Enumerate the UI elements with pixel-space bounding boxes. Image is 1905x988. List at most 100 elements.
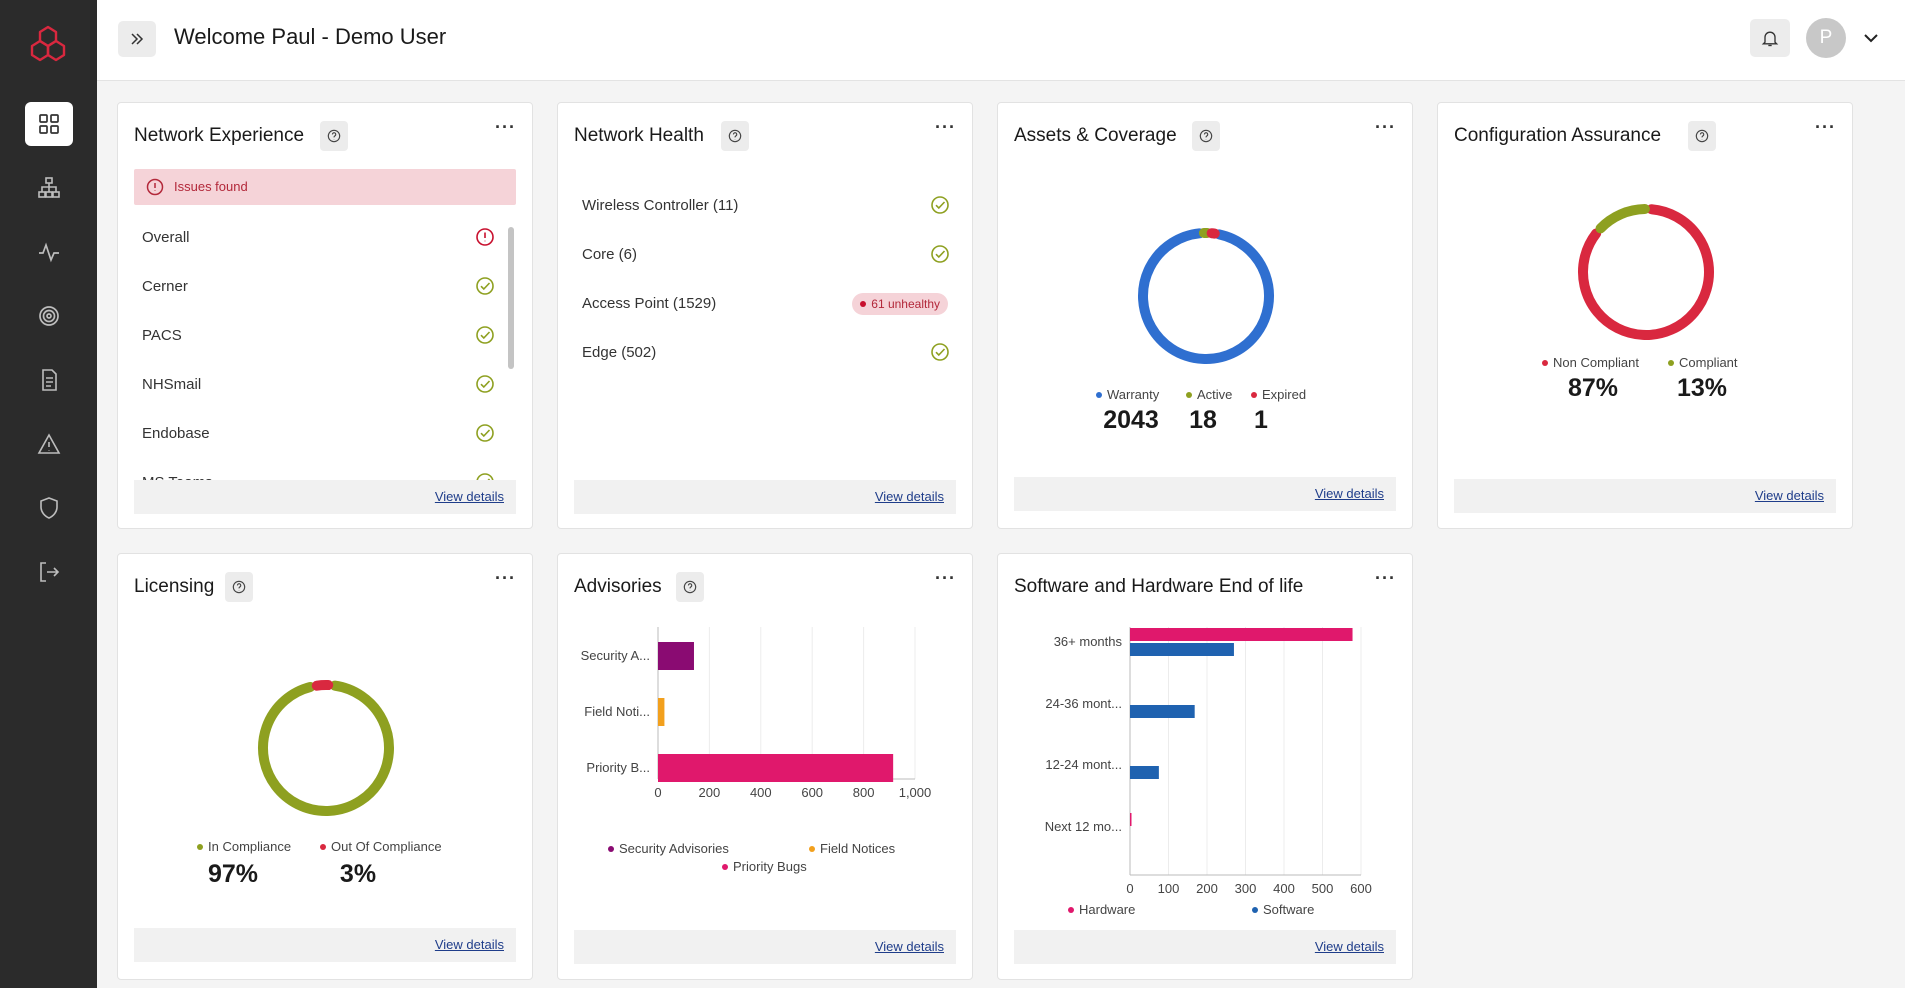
expand-sidebar-button[interactable] xyxy=(118,21,156,57)
list-item[interactable]: Wireless Controller (11) xyxy=(582,197,739,214)
list-item[interactable]: Core (6) xyxy=(582,246,638,263)
config-slice-0[interactable] xyxy=(1578,204,1714,340)
x-tick-label: 300 xyxy=(1235,881,1257,894)
licensing-slice-0[interactable] xyxy=(258,680,394,816)
help-button[interactable] xyxy=(721,121,749,151)
list-item[interactable]: Endobase xyxy=(142,425,210,442)
y-tick-label: Priority B... xyxy=(586,760,650,775)
help-icon xyxy=(1695,129,1709,143)
list-item[interactable]: PACS xyxy=(142,327,182,344)
more-menu-button[interactable]: ··· xyxy=(935,117,956,137)
legend-dot xyxy=(722,863,728,870)
more-menu-button[interactable]: ··· xyxy=(1375,568,1396,588)
unhealthy-badge[interactable]: 61 unhealthy xyxy=(852,293,948,315)
help-button[interactable] xyxy=(225,572,253,602)
legend-label: Priority Bugs xyxy=(733,859,807,874)
experience-list[interactable]: Overall Cerner PACS NHSmail Endobase MS Teams xyxy=(118,211,534,483)
config-slice-1[interactable] xyxy=(1595,204,1650,234)
legend-label: Security Advisories xyxy=(619,841,729,856)
bar-hardware[interactable] xyxy=(1130,628,1353,641)
brand-logo xyxy=(30,25,66,62)
view-details-link[interactable]: View details xyxy=(1314,486,1384,501)
list-item[interactable]: MS Teams xyxy=(142,474,213,483)
card-footer: View details xyxy=(1014,930,1396,964)
assets-slice-0[interactable] xyxy=(1138,228,1274,364)
x-tick-label: 500 xyxy=(1312,881,1334,894)
list-item[interactable]: Access Point (1529) xyxy=(582,295,717,312)
more-menu-button[interactable]: ··· xyxy=(935,568,956,588)
legend-label: Expired xyxy=(1262,387,1307,402)
bar-hardware[interactable] xyxy=(1130,813,1132,826)
x-tick-label: 100 xyxy=(1158,881,1180,894)
legend-value: 87% xyxy=(1567,374,1619,402)
end-of-life-bar-chart: 0 100 200 300 400 500 600 36+ months 24-36 mont.… xyxy=(1045,627,1372,894)
sidebar-item-target[interactable] xyxy=(25,294,73,338)
view-details-link[interactable]: View details xyxy=(1754,488,1824,503)
bar-field-notices[interactable] xyxy=(658,698,665,726)
notifications-button[interactable] xyxy=(1750,19,1790,57)
sidebar-item-activity[interactable] xyxy=(25,230,73,274)
legend-label: Warranty xyxy=(1107,387,1160,402)
y-tick-label: 12-24 mont... xyxy=(1045,757,1122,772)
legend-label: Compliant xyxy=(1679,355,1738,370)
card-footer: View details xyxy=(134,928,516,962)
sidebar-item-dashboard[interactable] xyxy=(25,102,73,146)
more-menu-button[interactable]: ··· xyxy=(1375,117,1396,137)
legend-dot xyxy=(1542,359,1548,366)
sidebar-item-topology[interactable] xyxy=(25,166,73,210)
list-scrollbar[interactable] xyxy=(508,227,514,369)
sidebar-item-logout[interactable] xyxy=(25,550,73,594)
legend-item: Active xyxy=(1186,387,1232,402)
list-item[interactable]: Cerner xyxy=(142,278,188,295)
page-title: Welcome Paul - Demo User xyxy=(174,24,447,49)
sidebar-item-security[interactable] xyxy=(25,486,73,530)
view-details-link[interactable]: View details xyxy=(434,937,504,952)
more-menu-button[interactable]: ··· xyxy=(1815,117,1836,137)
check-circle-icon xyxy=(475,374,495,394)
bar-software[interactable] xyxy=(1130,705,1195,718)
y-tick-label: Next 12 mo... xyxy=(1045,819,1122,834)
logout-icon xyxy=(40,562,60,582)
sidebar-item-reports[interactable] xyxy=(25,358,73,402)
licensing-slice-1[interactable] xyxy=(311,680,334,691)
chevron-down-icon[interactable] xyxy=(1861,28,1881,48)
help-icon xyxy=(232,580,246,594)
bar-security-advisories[interactable] xyxy=(658,642,694,670)
bar-priority-bugs[interactable] xyxy=(658,754,894,782)
help-button[interactable] xyxy=(1192,121,1220,151)
network-experience-card: Network Experience ··· Issues found Over… xyxy=(117,102,533,529)
legend-value: 3% xyxy=(339,860,377,888)
y-tick-label: 24-36 mont... xyxy=(1045,696,1122,711)
legend-software: Software xyxy=(1252,902,1314,917)
list-item[interactable]: Overall xyxy=(142,229,190,246)
alert-circle-icon xyxy=(475,227,495,247)
sidebar-item-alerts[interactable] xyxy=(25,422,73,466)
help-button[interactable] xyxy=(1688,121,1716,151)
legend-item: In Compliance xyxy=(197,839,291,854)
avatar[interactable]: P xyxy=(1806,18,1846,58)
more-menu-button[interactable]: ··· xyxy=(495,117,516,137)
legend-hardware: Hardware xyxy=(1068,902,1135,917)
view-details-link[interactable]: View details xyxy=(1314,939,1384,954)
bar-software[interactable] xyxy=(1130,766,1159,779)
view-details-link[interactable]: View details xyxy=(874,939,944,954)
legend-label: Active xyxy=(1197,387,1233,402)
help-icon xyxy=(1199,129,1213,143)
legend-label: Hardware xyxy=(1079,902,1136,917)
help-button[interactable] xyxy=(676,572,704,602)
badge-dot xyxy=(860,301,867,307)
legend-item: Field Notices xyxy=(809,841,895,856)
legend-dot xyxy=(1251,391,1257,398)
view-details-link[interactable]: View details xyxy=(874,489,944,504)
list-item[interactable]: NHSmail xyxy=(142,376,202,393)
advisories-card: Advisories ··· 0 200 400 600 800 1,000 Securit… xyxy=(557,553,973,980)
help-button[interactable] xyxy=(320,121,348,151)
x-tick-label: 200 xyxy=(699,785,721,800)
configuration-donut-chart xyxy=(1578,204,1714,340)
view-details-link[interactable]: View details xyxy=(434,489,504,504)
bar-software[interactable] xyxy=(1130,643,1234,656)
legend-item: Expired xyxy=(1251,387,1306,402)
list-item[interactable]: Edge (502) xyxy=(582,344,657,361)
check-circle-icon xyxy=(930,195,950,215)
more-menu-button[interactable]: ··· xyxy=(495,568,516,588)
